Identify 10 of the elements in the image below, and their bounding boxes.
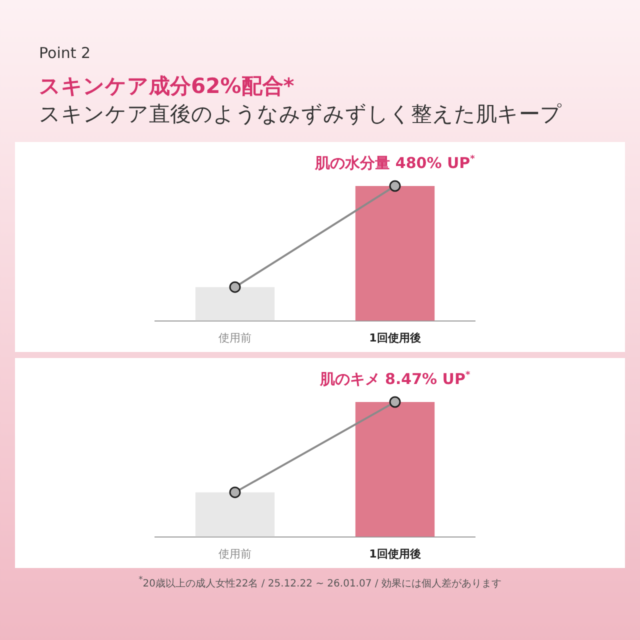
- text: Point 2: [39, 44, 92, 62]
- x-tick-label: 1回使用後: [369, 547, 421, 560]
- annotation: 肌の水分量 480% UP*: [314, 154, 476, 172]
- x-tick-label: 使用前: [218, 331, 252, 344]
- x-tick-label: 使用前: [218, 547, 252, 560]
- chart-title: スキンケア成分62%配合*: [39, 73, 296, 100]
- chart-subtitle: スキンケア直後のようなみずみずしく整えた肌キープ: [39, 101, 563, 128]
- x-tick-label: 1回使用後: [369, 331, 421, 344]
- text: $^{*}$20歳以上の成人女性22名 / 25.12.22 ~ 26.01.07 / 効果には個人差があります: [138, 574, 502, 590]
- annotation: 肌のキメ 8.47% UP*: [318, 370, 470, 388]
